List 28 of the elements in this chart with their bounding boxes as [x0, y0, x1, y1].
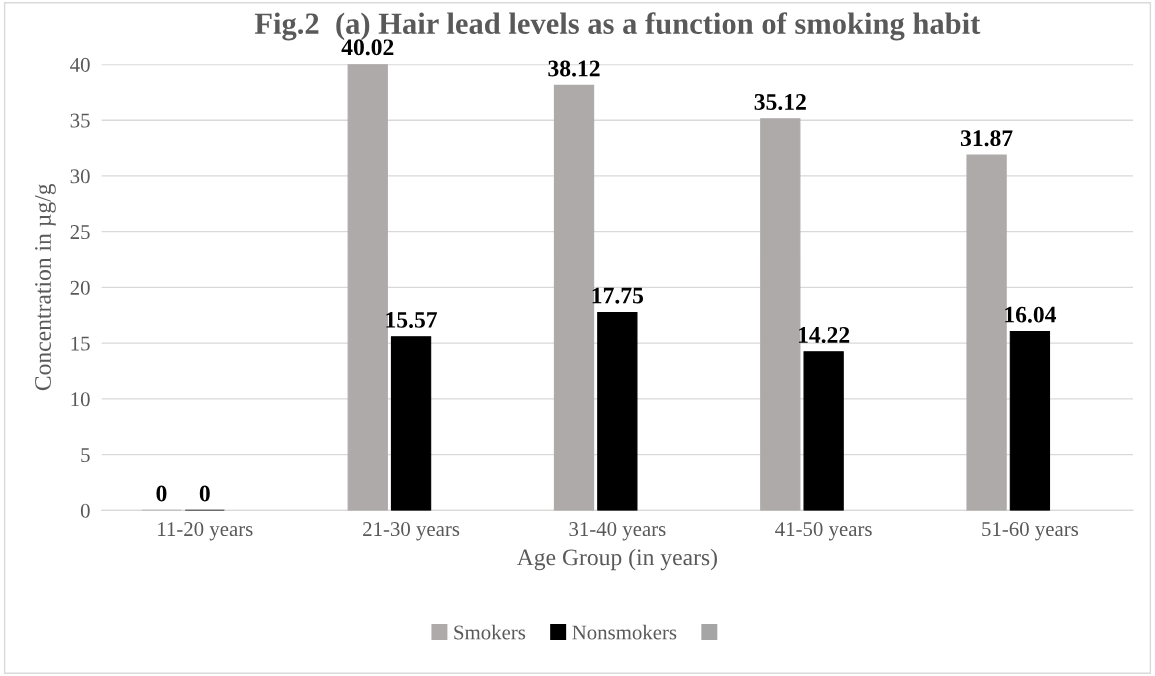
x-tick-label: 31-40 years — [569, 522, 666, 541]
data-label: 38.12 — [548, 60, 600, 77]
y-tick-label: 25 — [70, 225, 90, 240]
data-label: 40.02 — [341, 39, 394, 56]
data-label: 16.04 — [1005, 306, 1057, 323]
data-label: 17.75 — [592, 287, 644, 304]
data-label: 0 — [199, 485, 210, 502]
data-label: 0 — [156, 485, 167, 502]
data-label: 31.87 — [960, 130, 1013, 147]
y-tick-label: 10 — [71, 392, 90, 407]
y-tick-label: 35 — [70, 113, 90, 128]
y-tick-label: 20 — [70, 280, 90, 295]
y-tick-label: 15 — [71, 336, 90, 351]
x-axis-title: Age Group (in years) — [516, 548, 717, 571]
x-tick-label: 51-60 years — [982, 522, 1079, 541]
y-tick-label: 40 — [70, 57, 90, 72]
data-label: 14.22 — [798, 327, 850, 343]
data-label: 35.12 — [754, 94, 806, 110]
y-tick-label: 30 — [70, 169, 90, 184]
y-axis-title: Concentration in µg/g — [35, 183, 56, 391]
x-tick-label: 41-50 years — [775, 522, 872, 541]
x-tick-label: 21-30 years — [363, 522, 460, 541]
legend-label: Nonsmokers — [572, 624, 677, 640]
y-tick-label: 0 — [80, 503, 90, 518]
legend-label: Smokers — [454, 624, 526, 640]
x-tick-label: 11-20 years — [158, 522, 253, 541]
y-tick-label: 5 — [81, 448, 90, 463]
data-label: 15.57 — [386, 312, 438, 328]
